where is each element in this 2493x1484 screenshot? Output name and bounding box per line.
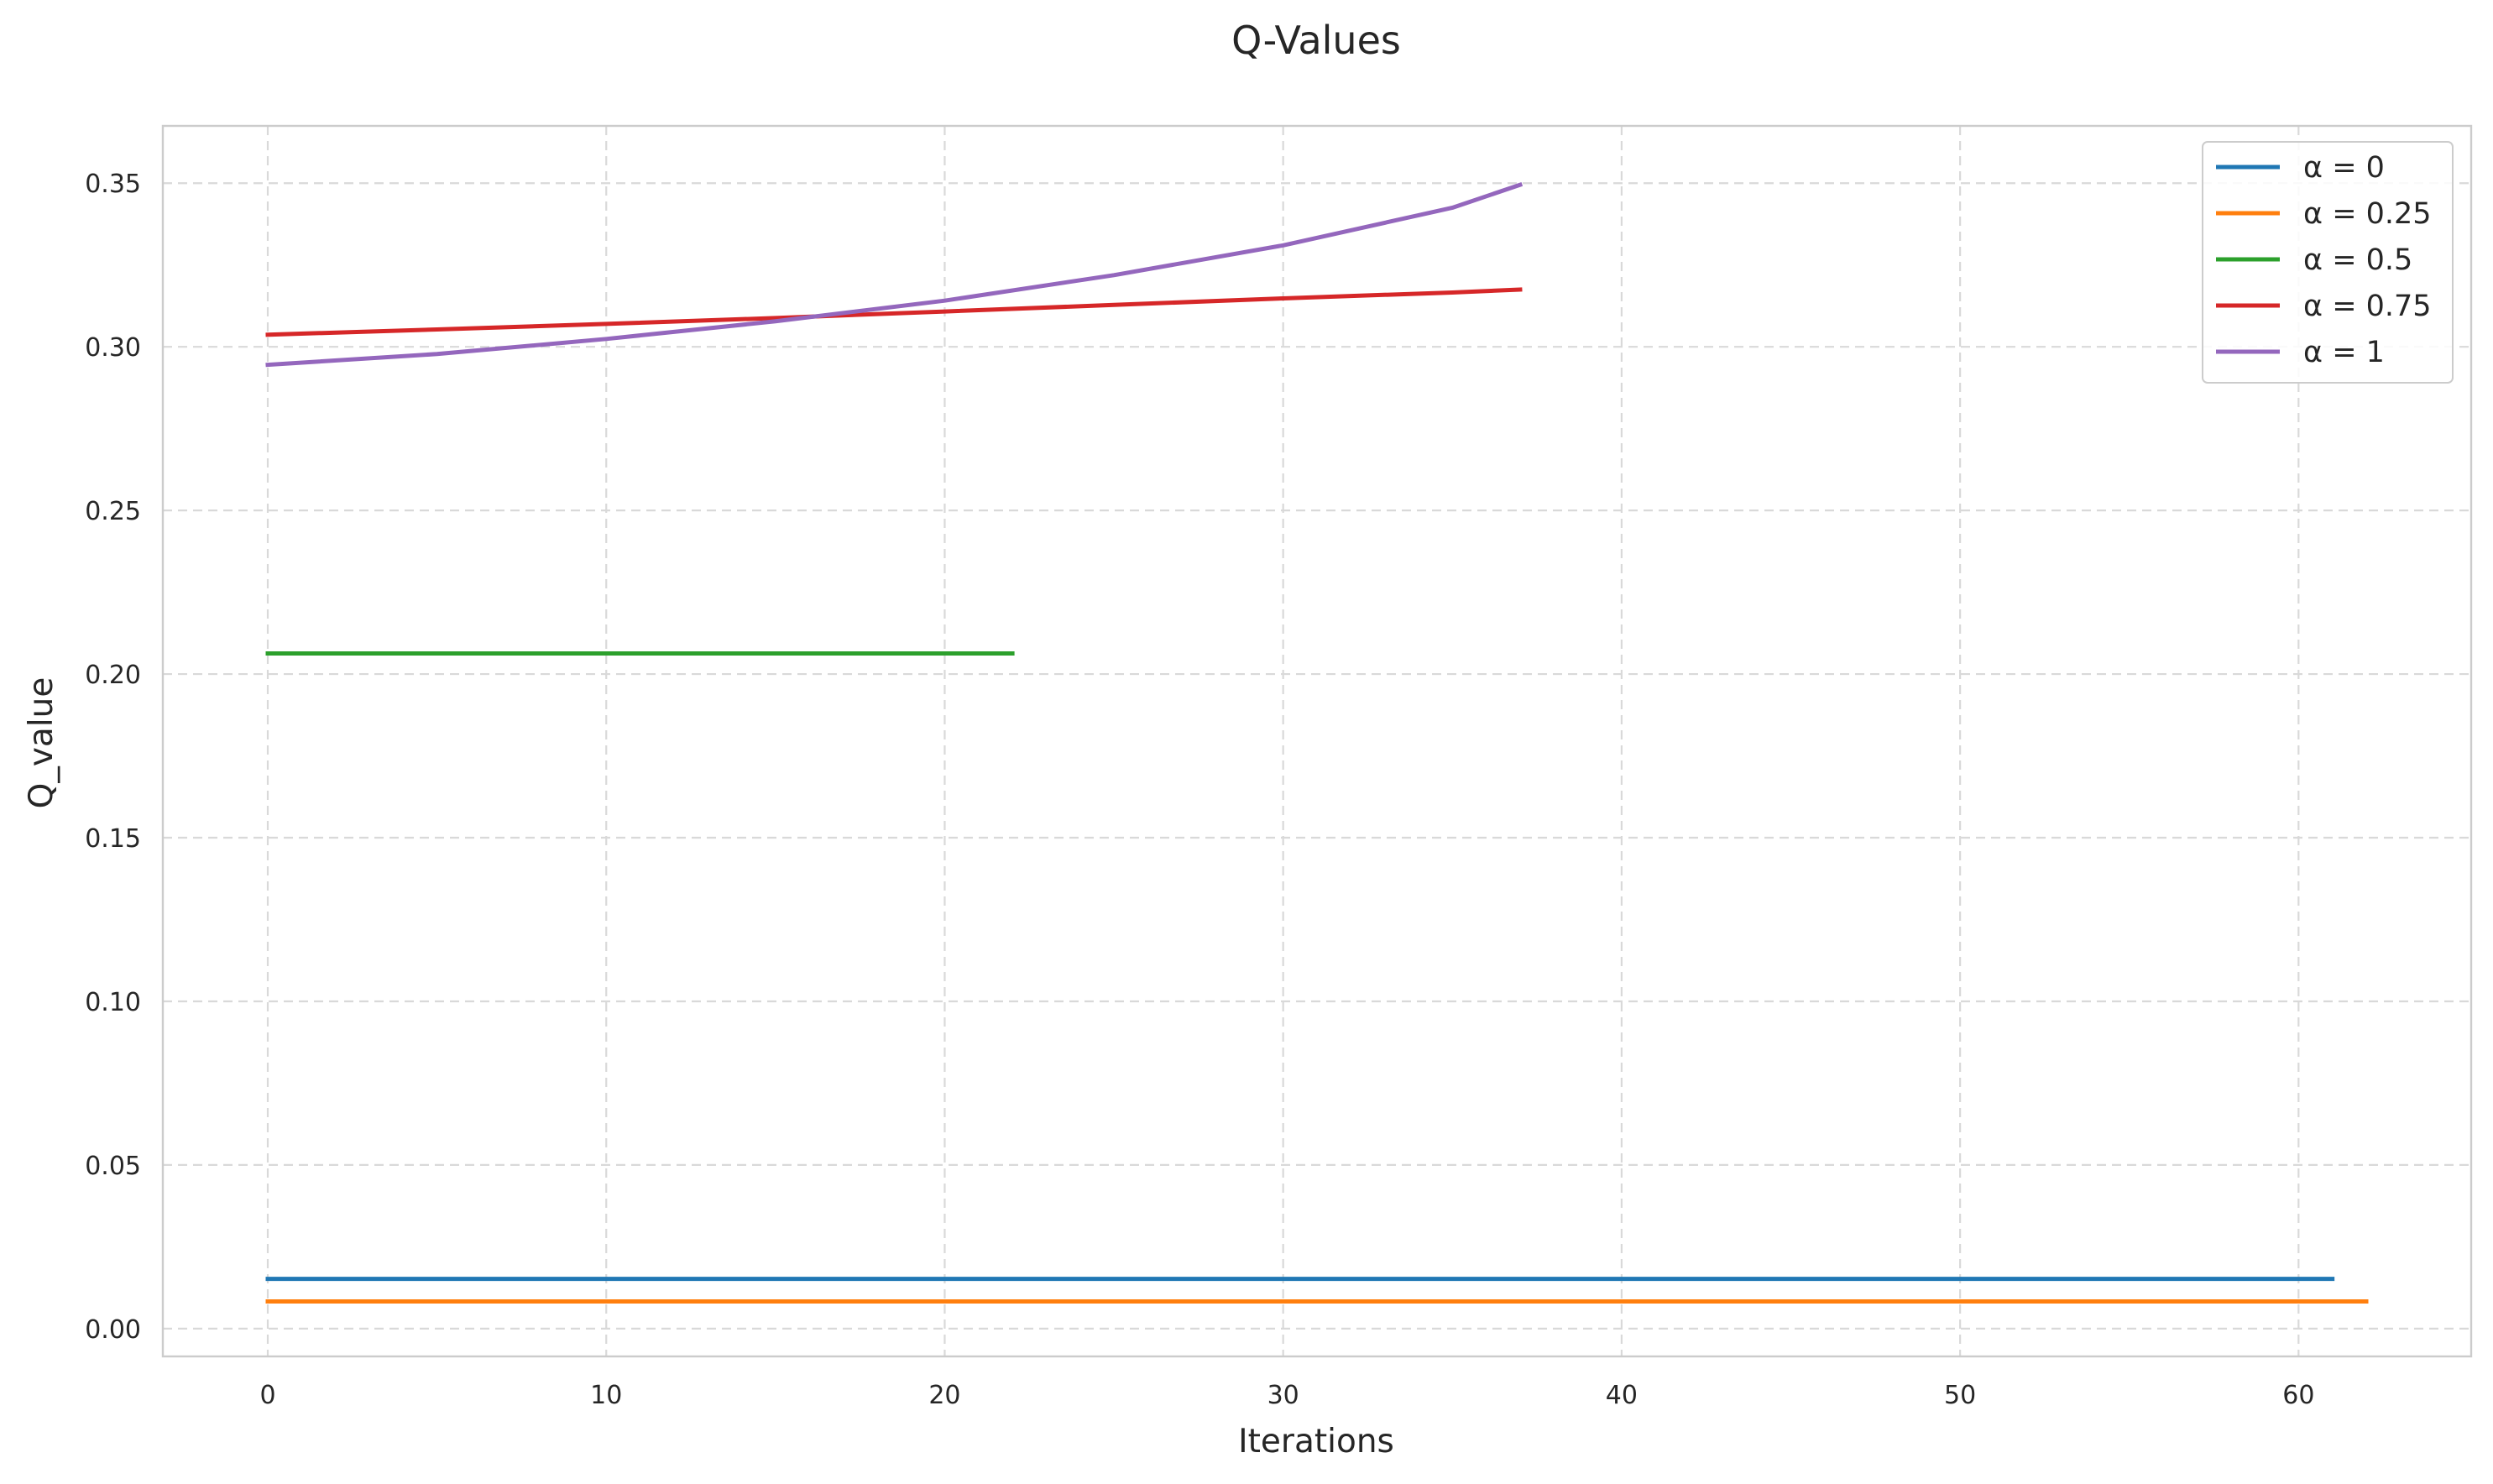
x-tick-label: 20 bbox=[928, 1381, 960, 1410]
y-tick-label: 0.20 bbox=[85, 661, 141, 690]
series-lines bbox=[265, 182, 2369, 1304]
plot-area-frame bbox=[161, 124, 2473, 1358]
x-tick-label: 0 bbox=[259, 1381, 275, 1410]
series-line-4 bbox=[265, 182, 1524, 368]
legend-label: α = 0.25 bbox=[2303, 197, 2432, 231]
x-axis-label: Iterations bbox=[1238, 1423, 1394, 1460]
y-tick-label: 0.30 bbox=[85, 333, 141, 363]
legend-label: α = 0 bbox=[2303, 151, 2385, 185]
y-tick-label: 0.10 bbox=[85, 988, 141, 1017]
y-tick-label: 0.35 bbox=[85, 170, 141, 199]
x-tick-label: 10 bbox=[590, 1381, 622, 1410]
x-tick-label: 40 bbox=[1606, 1381, 1638, 1410]
legend-label: α = 0.5 bbox=[2303, 243, 2412, 277]
legend: α = 0 α = 0.25 α = 0.5 α = 0.75 α = 1 bbox=[2202, 141, 2454, 384]
y-axis-label: Q_value bbox=[23, 677, 60, 809]
y-tick-label: 0.15 bbox=[85, 824, 141, 854]
x-tick-label: 30 bbox=[1267, 1381, 1299, 1410]
legend-label: α = 1 bbox=[2303, 336, 2385, 369]
series-line-3 bbox=[265, 287, 1523, 337]
x-tick-label: 50 bbox=[1944, 1381, 1976, 1410]
y-tick-label: 0.05 bbox=[85, 1152, 141, 1181]
y-tick-label: 0.25 bbox=[85, 497, 141, 526]
y-tick-label: 0.00 bbox=[85, 1315, 141, 1345]
y-axis-ticks: 0.00 0.05 0.10 0.15 0.20 0.25 0.30 0.35 bbox=[85, 170, 141, 1345]
x-axis-ticks: 0 10 20 30 40 50 60 bbox=[259, 1381, 2314, 1410]
x-tick-label: 60 bbox=[2282, 1381, 2314, 1410]
legend-box bbox=[2202, 141, 2454, 384]
legend-label: α = 0.75 bbox=[2303, 290, 2432, 323]
chart-title: Q-Values bbox=[1231, 18, 1401, 63]
